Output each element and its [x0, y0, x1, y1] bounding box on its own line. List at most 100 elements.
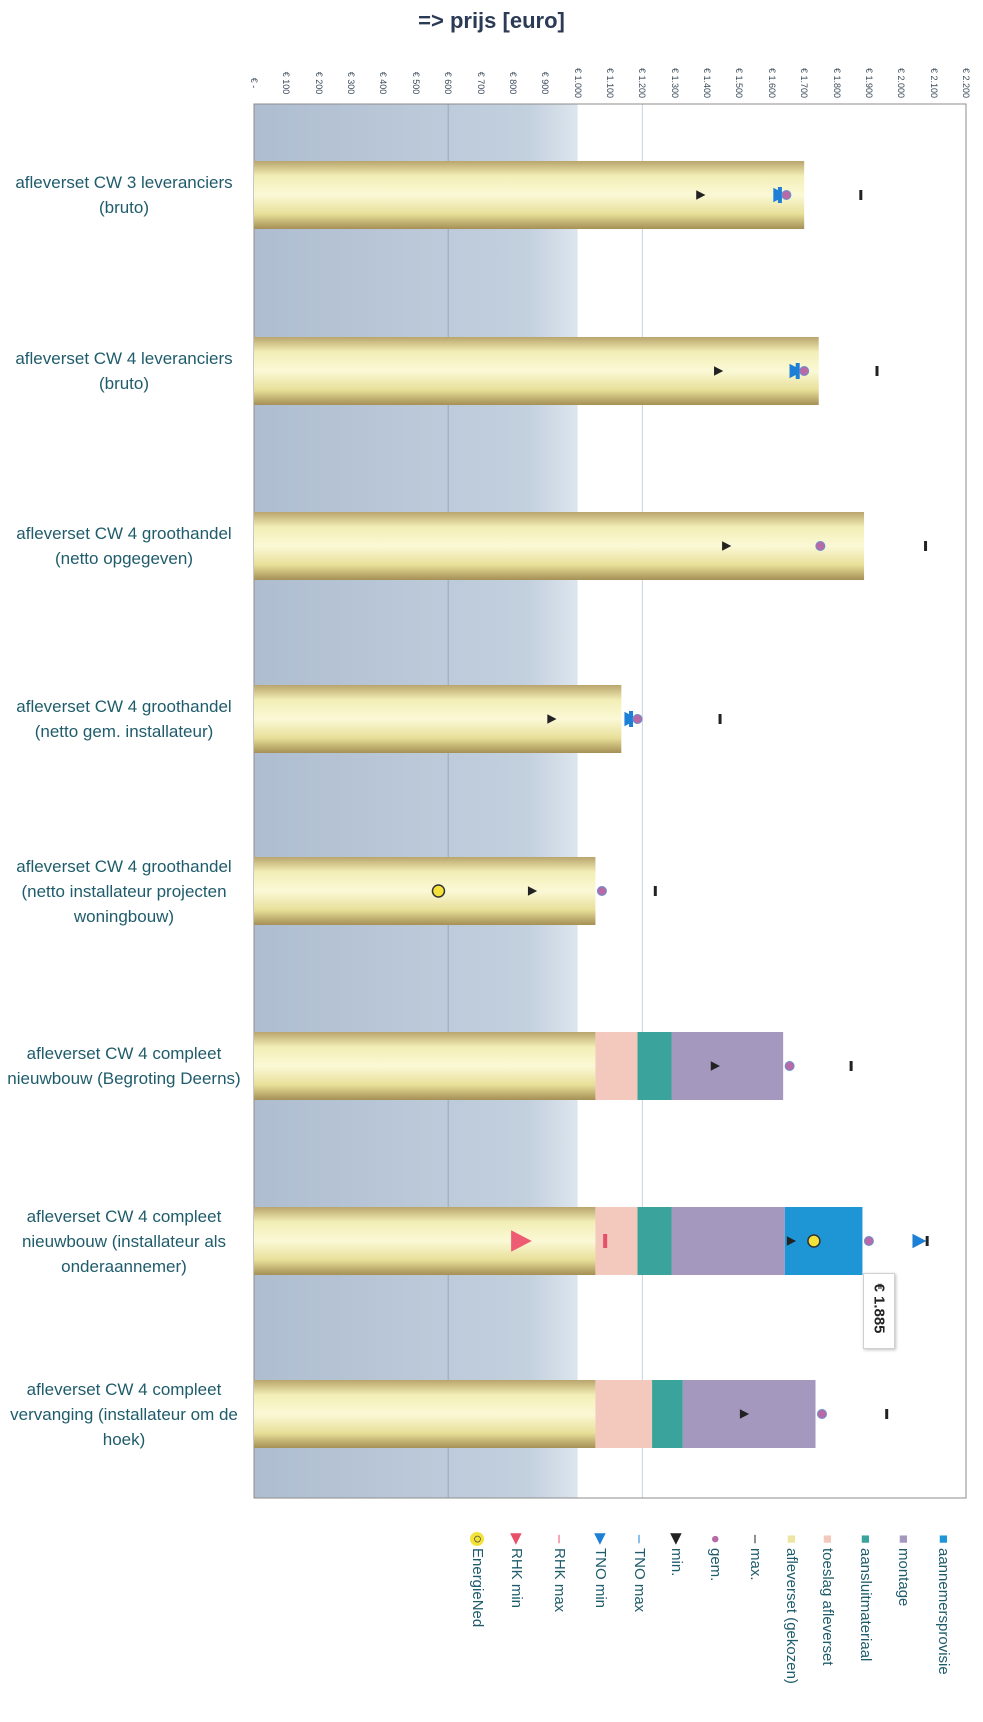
legend-label: toeslag afleverset [819, 1548, 836, 1666]
x-tick-label: € 1.900 [864, 53, 874, 113]
x-tick-label: € 700 [476, 53, 486, 113]
legend-swatch: ■ [819, 1532, 836, 1546]
legend-swatch: ■ [895, 1532, 912, 1546]
x-tick-label: € 1.500 [734, 53, 744, 113]
category-label: afleverset CW 4 compleet nieuwbouw (inst… [4, 1204, 244, 1279]
legend-label: aannemersprovisie [935, 1548, 952, 1675]
legend-label: RHK max [551, 1548, 568, 1612]
legend-swatch: ○ [470, 1532, 484, 1546]
bar-segment [254, 1380, 595, 1448]
x-tick-label: € 600 [443, 53, 453, 113]
legend-label: RHK min [508, 1548, 525, 1608]
category-label: afleverset CW 4 groothandel (netto opgeg… [4, 521, 244, 571]
legend-label: max. [747, 1548, 764, 1581]
legend-label: min. [668, 1548, 685, 1576]
x-tick-label: € - [249, 53, 259, 113]
x-tick-label: € 1.600 [767, 53, 777, 113]
gem-marker [633, 715, 642, 724]
max-marker [654, 886, 657, 896]
bar-segment [595, 1207, 637, 1275]
category-label: afleverset CW 3 leveranciers (bruto) [4, 170, 244, 220]
legend-swatch: – [747, 1532, 764, 1546]
x-tick-label: € 2.200 [961, 53, 971, 113]
legend-swatch: ▶ [508, 1532, 526, 1546]
bar-segment [595, 1380, 652, 1448]
bar-segment [254, 857, 595, 925]
x-tick-label: € 2.100 [929, 53, 939, 113]
legend-label: afleverset (gekozen) [783, 1548, 800, 1684]
bar-segment [638, 1032, 672, 1100]
x-tick-label: € 1.000 [573, 53, 583, 113]
x-tick-label: € 1.400 [702, 53, 712, 113]
gem-marker [817, 1410, 826, 1419]
max-marker [924, 541, 927, 551]
legend-item: ■ toeslag afleverset [812, 1532, 836, 1722]
legend-swatch: – [631, 1532, 648, 1546]
legend-label: TNO max [631, 1548, 648, 1612]
value-callout: € 1.885 [863, 1273, 895, 1349]
bar-segment [254, 1207, 595, 1275]
legend-swatch: ● [707, 1532, 724, 1546]
legend-swatch: ▶ [668, 1532, 686, 1546]
max-marker [859, 190, 862, 200]
energiened-marker [808, 1235, 820, 1247]
bar-segment [785, 1207, 863, 1275]
legend-item: ■ aansluitmateriaal [850, 1532, 874, 1722]
legend-label: EnergieNed [469, 1548, 486, 1627]
legend-item: – TNO max [624, 1532, 648, 1722]
x-tick-label: € 1.300 [670, 53, 680, 113]
bar-segment [671, 1207, 784, 1275]
category-label: afleverset CW 4 groothandel (netto insta… [4, 854, 244, 929]
max-marker [876, 366, 879, 376]
category-label: afleverset CW 4 compleet vervanging (ins… [4, 1377, 244, 1452]
gem-marker [597, 887, 606, 896]
energiened-marker [432, 885, 444, 897]
legend-swatch: ■ [857, 1532, 874, 1546]
gem-marker [785, 1062, 794, 1071]
x-tick-label: € 900 [540, 53, 550, 113]
x-tick-label: € 300 [346, 53, 356, 113]
gem-marker [782, 191, 791, 200]
bar-segment [683, 1380, 816, 1448]
legend-label: aansluitmateriaal [857, 1548, 874, 1661]
bar-segment [254, 512, 864, 580]
legend-label: TNO min [592, 1548, 609, 1608]
legend-item: – max. [740, 1532, 764, 1722]
legend-swatch: ■ [935, 1532, 952, 1546]
category-label: afleverset CW 4 groothandel (netto gem. … [4, 694, 244, 744]
x-tick-label: € 500 [411, 53, 421, 113]
gem-marker [800, 367, 809, 376]
legend-item: ○ EnergieNed [462, 1532, 486, 1722]
bar-segment [638, 1207, 672, 1275]
rhk-max-marker [603, 1234, 607, 1248]
category-label: afleverset CW 4 compleet nieuwbouw (Begr… [4, 1041, 244, 1091]
x-tick-label: € 100 [281, 53, 291, 113]
bar-segment [254, 337, 819, 405]
legend-item: – RHK max [544, 1532, 568, 1722]
max-marker [885, 1409, 888, 1419]
legend-item: ▶ RHK min [502, 1532, 526, 1722]
bar-segment [254, 161, 804, 229]
legend-item: ▶ min. [662, 1532, 686, 1722]
max-marker [719, 714, 722, 724]
legend-swatch: ▶ [592, 1532, 610, 1546]
gem-marker [864, 1237, 873, 1246]
legend-item: ▶ TNO min [586, 1532, 610, 1722]
x-tick-label: € 1.100 [605, 53, 615, 113]
bar-segment [595, 1032, 637, 1100]
bar-segment [671, 1032, 783, 1100]
max-marker [926, 1236, 929, 1246]
legend-item: ■ aannemersprovisie [928, 1532, 952, 1722]
x-tick-label: € 400 [378, 53, 388, 113]
legend-label: montage [895, 1548, 912, 1606]
x-tick-label: € 2.000 [896, 53, 906, 113]
legend-swatch: ■ [783, 1532, 800, 1546]
bar-segment [254, 685, 621, 753]
x-tick-label: € 1.700 [799, 53, 809, 113]
max-marker [850, 1061, 853, 1071]
x-tick-label: € 1.200 [637, 53, 647, 113]
legend-item: ● gem. [700, 1532, 724, 1722]
x-tick-label: € 800 [508, 53, 518, 113]
x-tick-label: € 1.800 [832, 53, 842, 113]
category-label: afleverset CW 4 leveranciers (bruto) [4, 346, 244, 396]
